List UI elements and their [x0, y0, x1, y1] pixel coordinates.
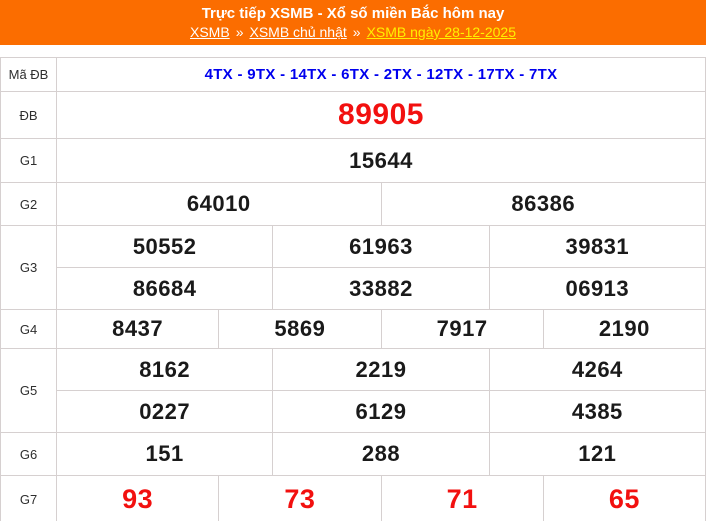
g6-value: 121: [578, 441, 617, 466]
ma-db-value: 4TX - 9TX - 14TX - 6TX - 2TX - 12TX - 17…: [204, 66, 558, 83]
special-prize-value: 89905: [338, 98, 424, 131]
g3-value: 33882: [349, 275, 413, 301]
row-g5: G5 8162 2219 4264 0227 6129 4385: [1, 348, 705, 432]
page-header: Trực tiếp XSMB - Xổ số miền Bắc hôm nay …: [0, 0, 706, 45]
row-label-g2: G2: [1, 183, 57, 225]
row-label-g3: G3: [1, 226, 57, 309]
row-g2: G2 64010 86386: [1, 182, 705, 225]
g5-value: 8162: [139, 356, 191, 382]
g4-value: 2190: [598, 316, 650, 341]
g4-value: 5869: [274, 316, 326, 341]
g5-value: 6129: [355, 398, 407, 424]
g7-value: 71: [446, 483, 478, 514]
breadcrumb-link-xsmb[interactable]: XSMB: [190, 24, 230, 40]
g2-value: 86386: [511, 191, 576, 216]
g5-value: 2219: [355, 356, 407, 382]
page-title: Trực tiếp XSMB - Xổ số miền Bắc hôm nay: [201, 5, 505, 22]
row-label-g5: G5: [1, 349, 57, 432]
g3-value: 39831: [565, 233, 630, 259]
g2-value: 64010: [186, 191, 251, 216]
row-label-g7: G7: [1, 476, 57, 521]
g7-value: 73: [284, 483, 316, 514]
row-label-ma-db: Mã ĐB: [1, 58, 57, 91]
breadcrumb-link-xsmb-date[interactable]: XSMB ngày 28-12-2025: [366, 24, 516, 40]
row-label-db: ĐB: [1, 92, 57, 138]
g4-value: 8437: [112, 316, 164, 341]
g5-value: 4264: [571, 356, 623, 382]
row-g6: G6 151 288 121: [1, 432, 705, 475]
row-db: ĐB 89905: [1, 91, 705, 138]
row-g4: G4 8437 5869 7917 2190: [1, 309, 705, 348]
results-table: Mã ĐB 4TX - 9TX - 14TX - 6TX - 2TX - 12T…: [0, 57, 706, 521]
row-label-g4: G4: [1, 310, 57, 348]
row-label-g1: G1: [1, 139, 57, 182]
row-g3: G3 50552 61963 39831 86684 33882 06913: [1, 225, 705, 309]
g6-value: 151: [145, 441, 184, 466]
row-ma-db: Mã ĐB 4TX - 9TX - 14TX - 6TX - 2TX - 12T…: [1, 58, 705, 91]
g5-value: 0227: [139, 398, 191, 424]
row-g1: G1 15644: [1, 138, 705, 182]
g3-value: 50552: [132, 233, 197, 259]
g1-value: 15644: [349, 147, 413, 173]
breadcrumb-separator: »: [352, 24, 361, 40]
g7-value: 65: [608, 483, 640, 514]
g3-value: 06913: [565, 275, 630, 301]
row-g7: G7 93 73 71 65: [1, 475, 705, 521]
g4-value: 7917: [436, 316, 488, 341]
g3-value: 86684: [132, 275, 197, 301]
g6-value: 288: [361, 441, 401, 466]
g3-value: 61963: [349, 233, 413, 259]
g5-value: 4385: [571, 398, 623, 424]
breadcrumb: XSMB » XSMB chủ nhật » XSMB ngày 28-12-2…: [190, 24, 516, 40]
g7-value: 93: [122, 483, 154, 514]
breadcrumb-link-xsmb-chu-nhat[interactable]: XSMB chủ nhật: [249, 24, 347, 40]
row-label-g6: G6: [1, 433, 57, 475]
breadcrumb-separator: »: [235, 24, 244, 40]
